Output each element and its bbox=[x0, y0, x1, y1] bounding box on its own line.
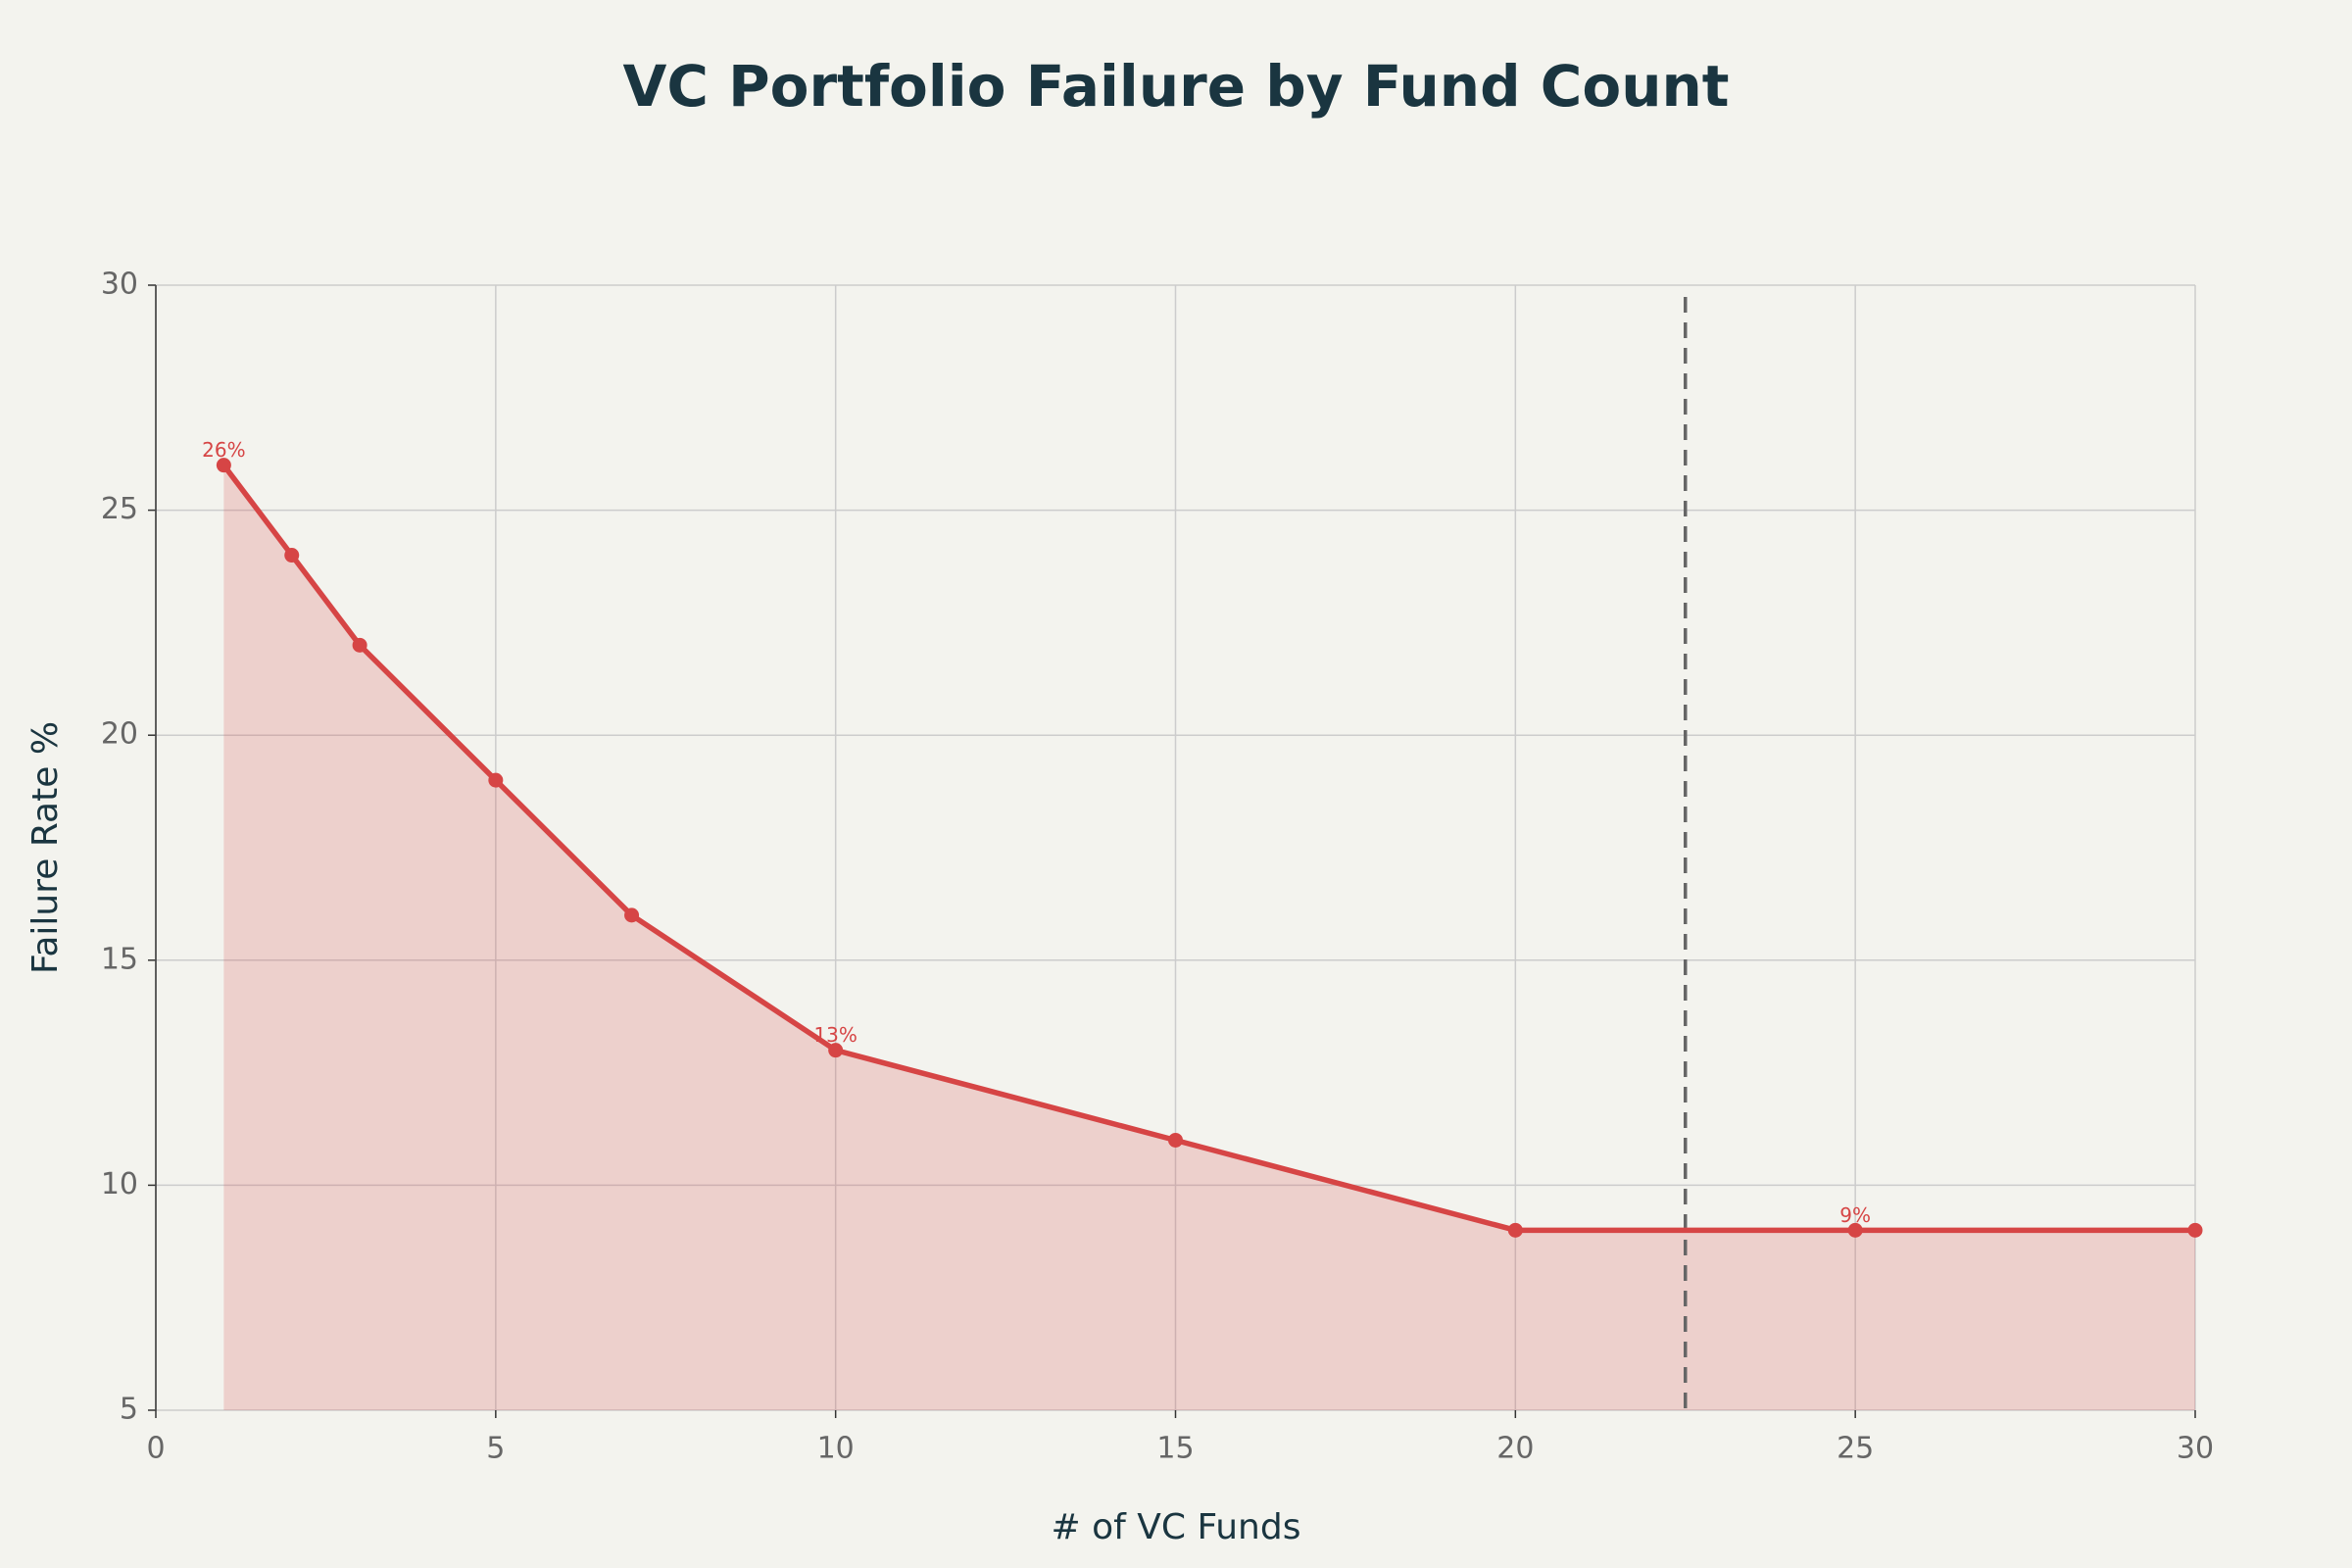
value-label: 26% bbox=[202, 438, 245, 462]
point bbox=[352, 637, 368, 653]
y-tick-label: 15 bbox=[101, 942, 138, 976]
y-tick-label: 5 bbox=[120, 1393, 138, 1427]
point bbox=[2187, 1222, 2203, 1238]
value-label: 9% bbox=[1839, 1203, 1871, 1227]
x-tick-label: 10 bbox=[817, 1432, 855, 1466]
area bbox=[223, 465, 2195, 1410]
chart-title: VC Portfolio Failure by Fund Count bbox=[622, 53, 1729, 120]
y-tick-label: 25 bbox=[101, 492, 138, 526]
value-label: 13% bbox=[813, 1023, 857, 1047]
x-tick-label: 25 bbox=[1837, 1432, 1874, 1466]
point bbox=[828, 1043, 844, 1058]
y-tick-label: 30 bbox=[101, 268, 138, 302]
point bbox=[1168, 1132, 1183, 1148]
point bbox=[624, 907, 640, 923]
line bbox=[221, 464, 2195, 1234]
point bbox=[1507, 1222, 1523, 1238]
x-axis-title: # of VC Funds bbox=[1052, 1507, 1301, 1547]
y-tick-label: 20 bbox=[101, 717, 138, 752]
x-tick-label: 0 bbox=[146, 1432, 165, 1466]
x-tick-label: 30 bbox=[2177, 1432, 2214, 1466]
point bbox=[284, 548, 300, 564]
x-tick-label: 15 bbox=[1156, 1432, 1194, 1466]
x-tick-label: 20 bbox=[1496, 1432, 1534, 1466]
y-axis-title: Failure Rate % bbox=[25, 721, 66, 974]
point bbox=[488, 772, 504, 788]
x-tick-label: 5 bbox=[486, 1432, 505, 1466]
y-tick-label: 10 bbox=[101, 1167, 138, 1201]
point bbox=[1847, 1222, 1863, 1238]
point bbox=[216, 458, 231, 473]
